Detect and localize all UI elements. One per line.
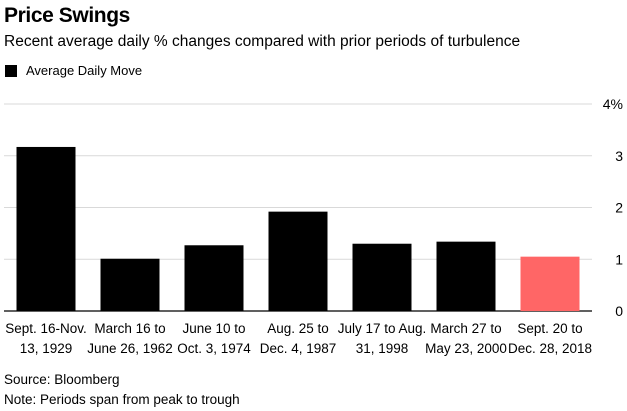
- x-tick-label: July 17 to Aug. 31, 1998: [338, 321, 427, 356]
- x-tick-label: Aug. 25 to Dec. 4, 1987: [260, 321, 337, 356]
- y-tick-label: 4%: [603, 96, 623, 112]
- legend-label: Average Daily Move: [26, 63, 143, 78]
- legend: Average Daily Move: [5, 63, 142, 78]
- bar: [184, 245, 244, 311]
- bar: [352, 243, 412, 311]
- bar: [268, 211, 328, 311]
- source-note: Source: Bloomberg: [4, 372, 120, 387]
- bar: [100, 258, 160, 311]
- x-tick-label: March 27 to May 23, 2000: [425, 321, 507, 356]
- bar: [520, 256, 580, 311]
- y-tick-label: 1: [615, 251, 623, 267]
- x-tick-label: June 10 to Oct. 3, 1974: [177, 321, 251, 356]
- x-tick-label: Sept. 20 to Dec. 28, 2018: [508, 321, 592, 356]
- chart-subtitle: Recent average daily % changes compared …: [4, 33, 521, 50]
- y-tick-label: 0: [615, 303, 623, 319]
- legend-swatch: [5, 64, 17, 77]
- y-tick-label: 2: [615, 200, 623, 216]
- y-tick-label: 3: [615, 148, 623, 164]
- x-tick-label: March 16 to June 26, 1962: [87, 321, 173, 356]
- bar: [16, 146, 76, 311]
- x-tick-label: Sept. 16-Nov. 13, 1929: [5, 321, 87, 356]
- footnote: Note: Periods span from peak to trough: [4, 392, 240, 407]
- chart-title: Price Swings: [4, 4, 130, 27]
- bar: [436, 241, 496, 311]
